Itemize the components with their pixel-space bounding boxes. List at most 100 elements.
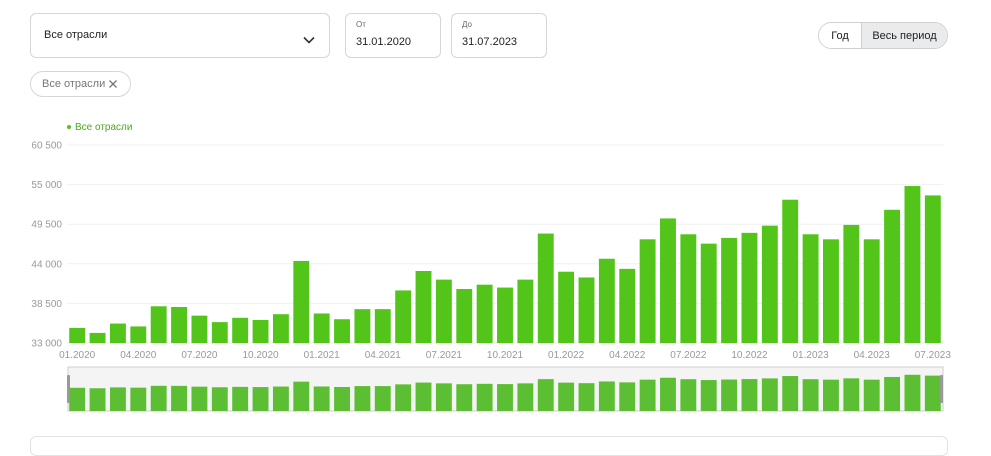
chart-bar[interactable] bbox=[721, 237, 738, 343]
chart-bar[interactable] bbox=[109, 323, 126, 343]
industry-select[interactable]: Все отрасли bbox=[30, 13, 330, 58]
chart-bar[interactable] bbox=[476, 284, 493, 343]
chart-bar[interactable] bbox=[863, 239, 880, 343]
chart-bar[interactable] bbox=[130, 326, 147, 343]
chart-bar[interactable] bbox=[904, 186, 921, 343]
chart-bar[interactable] bbox=[802, 234, 819, 343]
navigator-bar bbox=[619, 382, 636, 411]
navigator-bar bbox=[293, 381, 310, 411]
chart-bar[interactable] bbox=[395, 290, 412, 343]
chart-bar[interactable] bbox=[272, 314, 289, 343]
navigator-bar bbox=[415, 382, 432, 411]
navigator-bar bbox=[232, 386, 249, 411]
chart-bar[interactable] bbox=[578, 277, 595, 343]
chart-bar[interactable] bbox=[680, 234, 697, 343]
chart-bar[interactable] bbox=[313, 313, 330, 343]
x-tick-label: 04.2021 bbox=[365, 350, 402, 361]
date-to-field[interactable]: До 31.07.2023 bbox=[451, 13, 547, 58]
x-tick-label: 10.2022 bbox=[731, 350, 768, 361]
y-tick-label: 33 000 bbox=[31, 339, 62, 350]
x-tick-label: 10.2021 bbox=[487, 350, 524, 361]
chart-bar[interactable] bbox=[700, 243, 717, 343]
navigator-bar bbox=[109, 387, 126, 411]
navigator-bar bbox=[272, 386, 289, 411]
close-icon[interactable] bbox=[108, 79, 118, 92]
chart-bar[interactable] bbox=[171, 307, 187, 343]
chart-bar[interactable] bbox=[374, 309, 391, 343]
navigator-bar bbox=[782, 376, 799, 411]
navigator-bar bbox=[150, 385, 167, 411]
chart-bar[interactable] bbox=[252, 319, 269, 343]
chart-bar[interactable] bbox=[334, 319, 350, 343]
navigator-bar bbox=[823, 379, 839, 411]
chart-bar[interactable] bbox=[884, 209, 901, 343]
navigator-bar bbox=[537, 379, 554, 411]
chart-bar[interactable] bbox=[211, 322, 228, 343]
date-to-label: До bbox=[462, 20, 472, 29]
chart-bar[interactable] bbox=[782, 199, 799, 343]
chart-bar[interactable] bbox=[761, 225, 778, 343]
navigator-bar bbox=[598, 381, 615, 411]
x-tick-label: 01.2021 bbox=[304, 350, 341, 361]
navigator-bar bbox=[660, 377, 676, 411]
chart-bar[interactable] bbox=[89, 332, 106, 343]
y-tick-label: 60 500 bbox=[31, 141, 62, 152]
chart-bar[interactable] bbox=[232, 317, 249, 343]
navigator-bar bbox=[334, 387, 350, 411]
chart-bar[interactable] bbox=[497, 287, 513, 343]
chart-bar[interactable] bbox=[191, 315, 208, 343]
navigator-bar bbox=[904, 374, 921, 411]
date-from-label: От bbox=[356, 20, 366, 29]
chart-bar[interactable] bbox=[598, 258, 615, 343]
navigator-left-handle[interactable] bbox=[67, 375, 70, 403]
x-tick-label: 04.2023 bbox=[854, 350, 891, 361]
navigator-bar bbox=[639, 379, 656, 411]
chart-bar[interactable] bbox=[639, 239, 656, 343]
date-to-value: 31.07.2023 bbox=[462, 36, 518, 48]
y-tick-label: 55 000 bbox=[31, 180, 62, 191]
y-tick-label: 44 000 bbox=[31, 259, 62, 270]
chart-bar[interactable] bbox=[843, 224, 860, 343]
chart-bar[interactable] bbox=[741, 232, 758, 343]
navigator-bar bbox=[884, 376, 901, 411]
industry-select-value: Все отрасли bbox=[44, 29, 108, 41]
chart-bar[interactable] bbox=[823, 239, 839, 343]
chart-legend[interactable]: Все отрасли bbox=[67, 122, 132, 133]
legend-label: Все отрасли bbox=[75, 122, 133, 133]
x-tick-label: 01.2022 bbox=[548, 350, 585, 361]
y-tick-label: 49 500 bbox=[31, 220, 62, 231]
navigator-bar bbox=[395, 384, 412, 411]
chart-bar[interactable] bbox=[619, 268, 636, 343]
chart-bar[interactable] bbox=[150, 306, 167, 343]
chart-bar[interactable] bbox=[537, 233, 554, 343]
date-from-field[interactable]: От 31.01.2020 bbox=[345, 13, 441, 58]
y-tick-label: 38 500 bbox=[31, 299, 62, 310]
chart-bar[interactable] bbox=[435, 279, 452, 343]
date-from-value: 31.01.2020 bbox=[356, 36, 412, 48]
navigator-bar bbox=[761, 378, 778, 411]
navigator-bar bbox=[191, 386, 208, 411]
navigator-bar bbox=[374, 386, 391, 411]
x-tick-label: 07.2023 bbox=[915, 350, 952, 361]
chart-bar[interactable] bbox=[660, 218, 676, 343]
x-tick-label: 07.2021 bbox=[426, 350, 463, 361]
navigator-bar bbox=[313, 386, 330, 411]
navigator-bar bbox=[89, 388, 106, 411]
chart-bar[interactable] bbox=[456, 289, 473, 343]
chart-bar[interactable] bbox=[293, 260, 310, 343]
x-tick-label: 04.2020 bbox=[120, 350, 157, 361]
navigator-bar bbox=[802, 379, 819, 411]
chart-bar[interactable] bbox=[517, 279, 534, 343]
chart-bar[interactable] bbox=[354, 309, 371, 343]
navigator-bar bbox=[69, 387, 86, 411]
navigator-bar bbox=[435, 383, 452, 411]
period-year-button[interactable]: Год bbox=[819, 23, 862, 48]
x-tick-label: 07.2022 bbox=[670, 350, 707, 361]
chart-bar[interactable] bbox=[415, 271, 432, 343]
navigator-bar bbox=[211, 387, 228, 411]
chart-bar[interactable] bbox=[924, 195, 941, 343]
period-all-button[interactable]: Весь период bbox=[862, 23, 947, 48]
chart-bar[interactable] bbox=[558, 271, 575, 343]
navigator-right-handle[interactable] bbox=[940, 375, 943, 403]
chart-bar[interactable] bbox=[69, 327, 86, 343]
